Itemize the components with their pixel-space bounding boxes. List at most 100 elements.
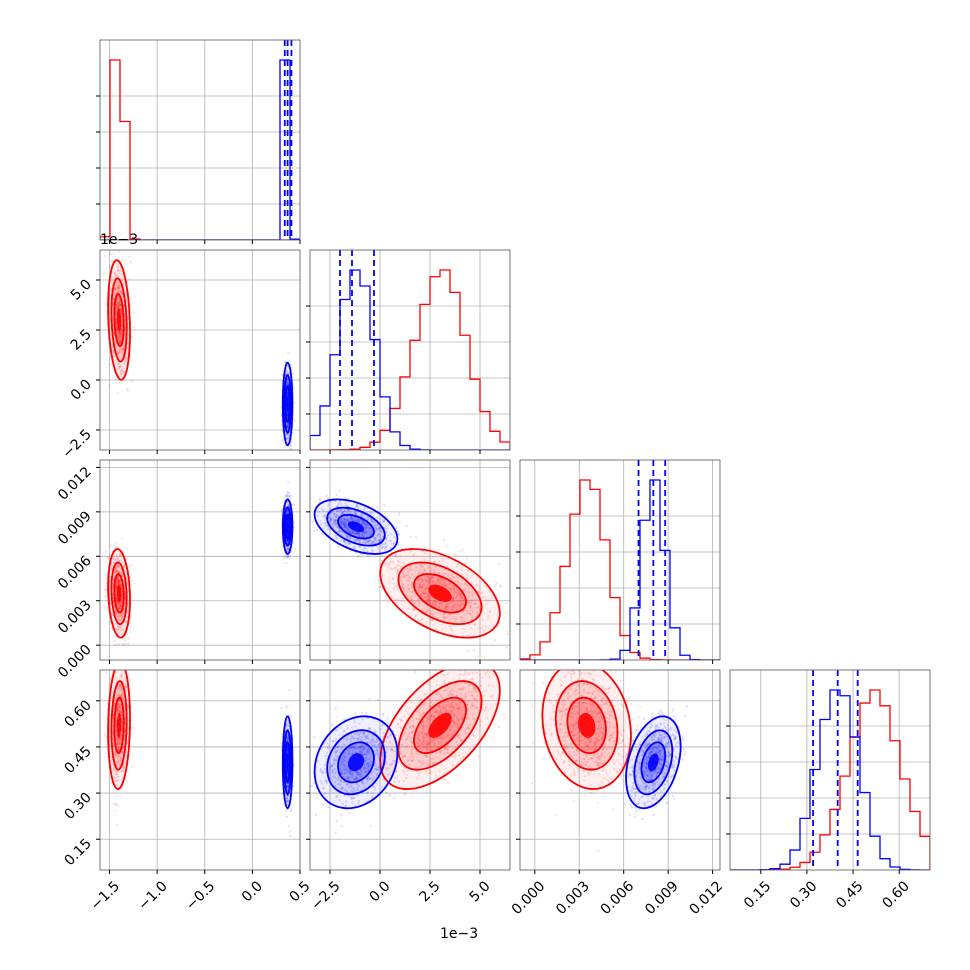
scatter-point (120, 323, 124, 326)
panel-1-0: −2.50.02.55.0 (59, 249, 301, 462)
scatter-point (120, 594, 124, 597)
scatter-point (119, 372, 123, 375)
scatter-point (442, 572, 445, 575)
scatter-point (118, 289, 122, 292)
y-tick-label: 0.000 (55, 642, 95, 682)
scatter-point (443, 606, 447, 610)
scatter-point (408, 587, 411, 591)
scatter-point (367, 526, 371, 529)
scatter-point (368, 539, 372, 543)
scatter-point (115, 579, 119, 583)
scatter-point (452, 599, 455, 602)
scatter-point (452, 588, 456, 591)
scatter-point (120, 324, 124, 327)
scatter-point (118, 581, 122, 584)
scatter-point (448, 613, 451, 616)
scatter-point (391, 577, 394, 580)
scatter-point (449, 600, 452, 604)
scatter-point (111, 351, 115, 354)
scatter-point (428, 599, 431, 602)
scatter-point (438, 560, 441, 563)
scatter-point (380, 559, 383, 563)
scatter-point (117, 301, 121, 305)
scatter-point (287, 547, 290, 550)
scatter-point (418, 589, 422, 593)
scatter-point (441, 627, 444, 631)
scatter-point (461, 599, 464, 602)
scatter-point (286, 531, 289, 534)
scatter-point (118, 578, 121, 582)
scatter-point (429, 548, 432, 551)
scatter-point (432, 569, 436, 572)
scatter-point (116, 304, 120, 308)
scatter-point (313, 529, 316, 532)
scatter-point (288, 554, 291, 558)
scatter-point (121, 574, 124, 577)
scatter-point (120, 291, 123, 294)
scatter-point (457, 599, 460, 602)
scatter-point (337, 545, 340, 549)
scatter-point (412, 591, 415, 594)
scatter-point (414, 614, 417, 617)
scatter-point (285, 548, 288, 551)
scatter-point (114, 272, 117, 276)
scatter-point (116, 290, 120, 294)
scatter-point (438, 572, 441, 575)
scatter-point (117, 331, 121, 334)
scatter-point (121, 626, 125, 630)
scatter-point (425, 579, 428, 582)
scatter-point (366, 516, 370, 520)
scatter-point (396, 570, 399, 573)
scatter-point (115, 306, 119, 310)
scatter-point (446, 608, 449, 612)
scatter-point (470, 590, 474, 593)
scatter-point (428, 566, 431, 569)
scatter-point (286, 555, 289, 559)
scatter-point (118, 606, 122, 610)
scatter-point (366, 554, 370, 558)
scatter-point (467, 634, 470, 637)
scatter-point (116, 285, 119, 288)
scatter-point (471, 595, 475, 599)
scatter-point (462, 627, 465, 631)
scatter-point (286, 539, 289, 543)
scatter-point (116, 617, 120, 620)
density-peak (116, 308, 122, 332)
scatter-point (460, 592, 463, 596)
scatter-point (115, 594, 118, 597)
scatter-point (286, 538, 289, 542)
scatter-point (117, 580, 120, 584)
scatter-point (451, 596, 455, 599)
scatter-point (414, 536, 418, 539)
scatter-point (120, 604, 123, 607)
scatter-point (401, 583, 405, 587)
scatter-point (431, 580, 435, 584)
scatter-point (452, 590, 455, 594)
scatter-point (360, 514, 363, 517)
scatter-point (118, 336, 121, 339)
scatter-point (129, 564, 133, 567)
scatter-point (445, 583, 449, 587)
scatter-point (426, 586, 429, 590)
scatter-point (394, 554, 397, 557)
scatter-point (118, 351, 121, 354)
scatter-point (104, 736, 108, 739)
scatter-point (448, 625, 452, 628)
scatter-point (115, 553, 118, 556)
scatter-point (454, 596, 458, 600)
scatter-point (116, 555, 119, 558)
scatter-point (413, 595, 416, 598)
scatter-point (121, 347, 124, 351)
scatter-point (115, 612, 119, 615)
scatter-point (119, 332, 122, 335)
scatter-point (124, 642, 127, 645)
scatter-point (437, 549, 440, 552)
scatter-point (423, 568, 427, 572)
scatter-point (125, 557, 128, 561)
scatter-point (103, 605, 107, 608)
scatter-point (457, 601, 460, 604)
scatter-point (435, 582, 438, 585)
scatter-point (115, 581, 119, 584)
scatter-point (426, 566, 429, 570)
scatter-point (437, 606, 440, 609)
